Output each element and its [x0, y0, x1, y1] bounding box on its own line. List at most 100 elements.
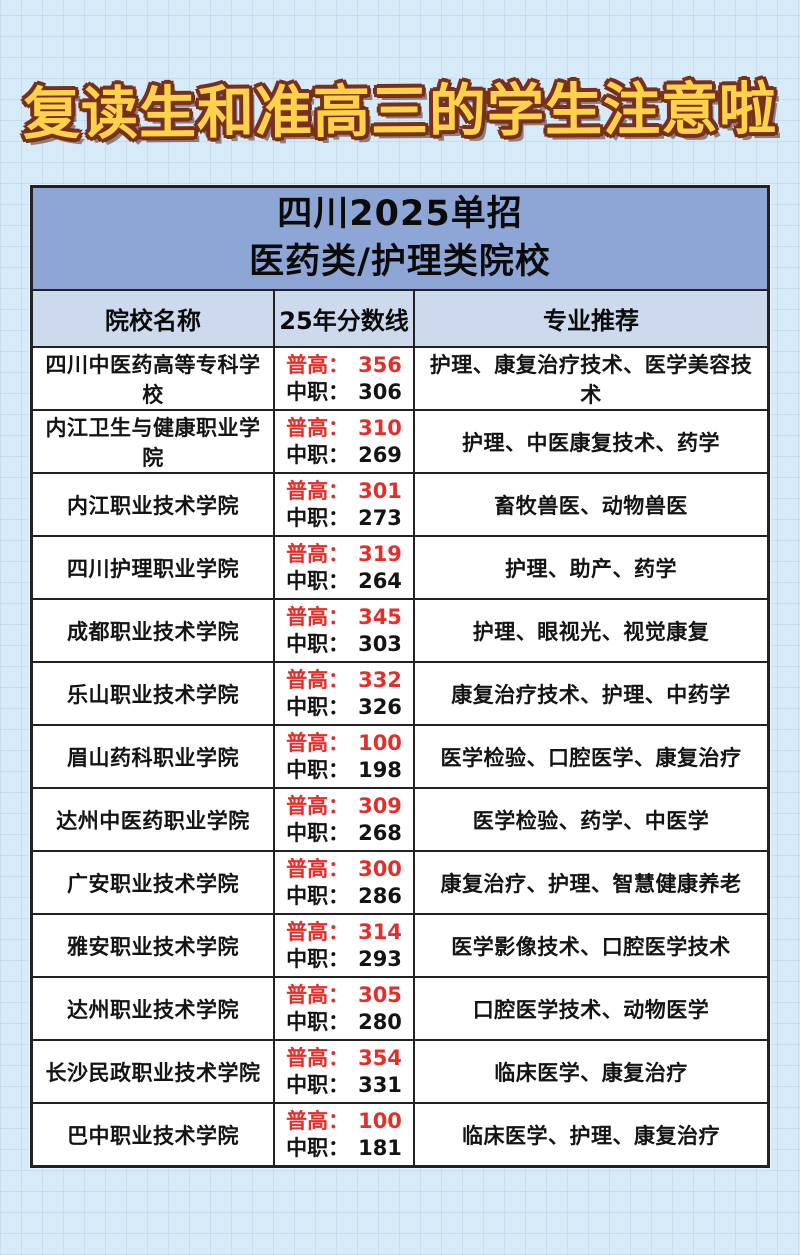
score-vocational-value: 268 — [358, 821, 402, 845]
majors: 临床医学、康复治疗 — [494, 1060, 688, 1085]
column-header-score: 25年分数线 — [273, 291, 413, 346]
score-cell: 普高： 332 中职： 326 — [273, 663, 413, 724]
school-name: 四川中医药高等专科学校 — [45, 352, 261, 407]
score-regular-value: 100 — [358, 731, 402, 755]
majors: 康复治疗、护理、智慧健康养老 — [440, 871, 742, 896]
score-regular-line: 普高： 300 — [286, 856, 402, 882]
majors: 医学影像技术、口腔医学技术 — [451, 934, 731, 959]
table-row: 达州中医药职业学院 普高： 309 中职： 268 医学检验、药学、中医学 — [33, 789, 767, 852]
score-regular-label: 普高： — [286, 542, 350, 566]
score-vocational-line: 中职： 331 — [286, 1072, 402, 1098]
school-cell: 雅安职业技术学院 — [33, 915, 273, 976]
majors: 护理、助产、药学 — [505, 556, 677, 581]
score-cell: 普高： 300 中职： 286 — [273, 852, 413, 913]
score-regular-value: 305 — [358, 983, 402, 1007]
score-vocational-label: 中职： — [286, 1136, 350, 1160]
score-cell: 普高： 319 中职： 264 — [273, 537, 413, 598]
score-vocational-value: 331 — [358, 1073, 402, 1097]
school-name: 达州中医药职业学院 — [56, 808, 250, 833]
table-row: 雅安职业技术学院 普高： 314 中职： 293 医学影像技术、口腔医学技术 — [33, 915, 767, 978]
score-vocational-label: 中职： — [286, 884, 350, 908]
score-vocational-line: 中职： 268 — [286, 820, 402, 846]
majors-cell: 康复治疗技术、护理、中药学 — [413, 663, 767, 724]
table-row: 内江卫生与健康职业学院 普高： 310 中职： 269 护理、中医康复技术、药学 — [33, 411, 767, 474]
score-regular-line: 普高： 319 — [286, 541, 402, 567]
score-vocational-line: 中职： 198 — [286, 757, 402, 783]
majors-cell: 临床医学、护理、康复治疗 — [413, 1104, 767, 1165]
majors-cell: 口腔医学技术、动物医学 — [413, 978, 767, 1039]
score-vocational-label: 中职： — [286, 947, 350, 971]
majors: 医学检验、口腔医学、康复治疗 — [440, 745, 742, 770]
score-regular-label: 普高： — [286, 983, 350, 1007]
table-title-line1: 四川2025单招 — [277, 193, 523, 234]
school-cell: 四川护理职业学院 — [33, 537, 273, 598]
table-row: 巴中职业技术学院 普高： 100 中职： 181 临床医学、护理、康复治疗 — [33, 1104, 767, 1165]
score-vocational-value: 198 — [358, 758, 402, 782]
score-regular-value: 310 — [358, 416, 402, 440]
school-cell: 四川中医药高等专科学校 — [33, 348, 273, 409]
score-vocational-line: 中职： 326 — [286, 694, 402, 720]
score-regular-value: 314 — [358, 920, 402, 944]
majors: 畜牧兽医、动物兽医 — [494, 493, 688, 518]
school-cell: 乐山职业技术学院 — [33, 663, 273, 724]
score-regular-value: 332 — [358, 668, 402, 692]
table-row: 内江职业技术学院 普高： 301 中职： 273 畜牧兽医、动物兽医 — [33, 474, 767, 537]
majors-cell: 医学影像技术、口腔医学技术 — [413, 915, 767, 976]
score-regular-line: 普高： 356 — [286, 352, 402, 378]
score-regular-label: 普高： — [286, 1046, 350, 1070]
score-vocational-value: 269 — [358, 443, 402, 467]
score-vocational-value: 303 — [358, 632, 402, 656]
score-regular-line: 普高： 332 — [286, 667, 402, 693]
school-cell: 达州职业技术学院 — [33, 978, 273, 1039]
score-regular-line: 普高： 354 — [286, 1045, 402, 1071]
score-regular-value: 356 — [358, 353, 402, 377]
table-body: 四川中医药高等专科学校 普高： 356 中职： 306 护理、康复治疗技术、医学美容… — [33, 348, 767, 1165]
score-cell: 普高： 305 中职： 280 — [273, 978, 413, 1039]
score-cell: 普高： 309 中职： 268 — [273, 789, 413, 850]
majors-cell: 医学检验、口腔医学、康复治疗 — [413, 726, 767, 787]
score-vocational-value: 280 — [358, 1010, 402, 1034]
table-row: 眉山药科职业学院 普高： 100 中职： 198 医学检验、口腔医学、康复治疗 — [33, 726, 767, 789]
school-name: 内江职业技术学院 — [67, 493, 239, 518]
score-vocational-value: 306 — [358, 380, 402, 404]
column-header-school: 院校名称 — [105, 307, 201, 335]
score-vocational-value: 273 — [358, 506, 402, 530]
score-vocational-value: 293 — [358, 947, 402, 971]
score-regular-value: 300 — [358, 857, 402, 881]
score-regular-line: 普高： 301 — [286, 478, 402, 504]
school-name: 长沙民政职业技术学院 — [45, 1060, 261, 1085]
score-vocational-label: 中职： — [286, 632, 350, 656]
table-title-line2: 医药类/护理类院校 — [249, 241, 551, 282]
score-cell: 普高： 301 中职： 273 — [273, 474, 413, 535]
score-regular-line: 普高： 305 — [286, 982, 402, 1008]
majors: 医学检验、药学、中医学 — [472, 808, 710, 833]
score-cell: 普高： 356 中职： 306 — [273, 348, 413, 409]
table-row: 成都职业技术学院 普高： 345 中职： 303 护理、眼视光、视觉康复 — [33, 600, 767, 663]
score-vocational-label: 中职： — [286, 1010, 350, 1034]
table-header-row: 院校名称 25年分数线 专业推荐 — [33, 291, 767, 348]
score-vocational-line: 中职： 286 — [286, 883, 402, 909]
score-regular-label: 普高： — [286, 668, 350, 692]
score-vocational-label: 中职： — [286, 443, 350, 467]
majors-cell: 畜牧兽医、动物兽医 — [413, 474, 767, 535]
score-vocational-label: 中职： — [286, 506, 350, 530]
score-regular-label: 普高： — [286, 605, 350, 629]
majors: 临床医学、护理、康复治疗 — [462, 1123, 720, 1148]
score-vocational-value: 286 — [358, 884, 402, 908]
school-cell: 内江职业技术学院 — [33, 474, 273, 535]
score-vocational-label: 中职： — [286, 1073, 350, 1097]
score-cell: 普高： 345 中职： 303 — [273, 600, 413, 661]
school-name: 内江卫生与健康职业学院 — [45, 415, 261, 470]
school-name: 成都职业技术学院 — [67, 619, 239, 644]
score-regular-value: 354 — [358, 1046, 402, 1070]
school-cell: 内江卫生与健康职业学院 — [33, 411, 273, 472]
score-regular-label: 普高： — [286, 857, 350, 881]
score-vocational-line: 中职： 293 — [286, 946, 402, 972]
table-row: 达州职业技术学院 普高： 305 中职： 280 口腔医学技术、动物医学 — [33, 978, 767, 1041]
score-regular-line: 普高： 100 — [286, 1108, 402, 1134]
admissions-table: 四川2025单招 医药类/护理类院校 院校名称 25年分数线 专业推荐 四川中医… — [30, 185, 770, 1168]
score-regular-label: 普高： — [286, 416, 350, 440]
score-cell: 普高： 100 中职： 198 — [273, 726, 413, 787]
score-regular-value: 319 — [358, 542, 402, 566]
school-name: 乐山职业技术学院 — [67, 682, 239, 707]
